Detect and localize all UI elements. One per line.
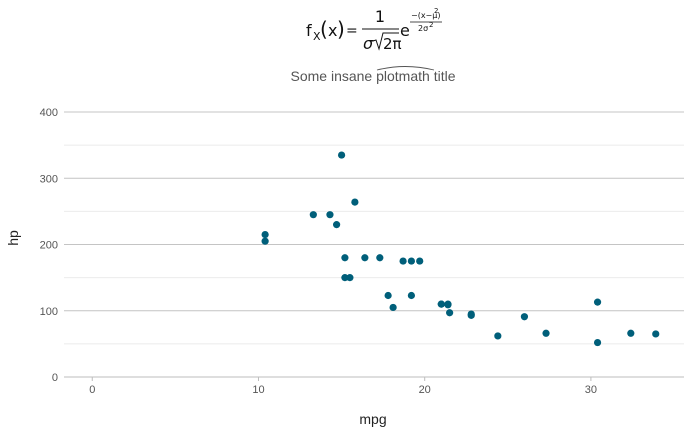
x-tick-label: 10 [252,384,264,396]
y-tick-label: 0 [52,372,58,384]
y-axis-title: hp [5,230,21,246]
y-tick-label: 200 [40,240,58,252]
x-axis-ticks: 0 10 20 30 [89,377,597,396]
formula-exp-denominator-power: 2 [429,21,433,29]
data-point [309,211,317,219]
y-tick-label: 400 [40,107,58,119]
formula-exp-base: e [400,21,410,40]
data-points [261,151,660,347]
data-point [593,338,602,347]
grid-major [64,111,684,312]
formula-denominator-sigma: σ [363,34,374,53]
data-point [326,211,334,219]
data-point [416,257,424,265]
formula-sqrt-sign [372,32,399,51]
data-point [652,330,660,338]
data-point [467,310,475,318]
x-tick-label: 20 [419,384,431,396]
x-axis-title: mpg [359,411,386,427]
formula-close-paren: ) [337,17,345,41]
data-point [444,301,452,309]
data-point [494,332,502,340]
formula-denominator-root: 2π [383,35,402,53]
formula-equals: = [346,23,358,39]
data-point [351,198,359,206]
chart-title-suffix: title [430,68,456,84]
data-point [361,254,369,262]
y-tick-label: 300 [40,173,58,185]
data-point [341,274,349,282]
data-point [399,257,407,265]
data-point [437,300,445,308]
formula-lhs-subscript: X [313,30,321,43]
data-point [520,313,529,321]
data-point [407,257,415,265]
formula-exp-numerator: −(x−μ) [411,11,440,20]
data-point [542,329,550,337]
chart-title: Some insane plotmath title [291,68,456,84]
grid-minor [64,144,684,345]
data-point [337,151,346,159]
formula-numerator: 1 [375,7,385,26]
data-point [627,329,635,337]
data-point [446,309,454,317]
title-wide-hat-accent [376,66,435,71]
data-point [333,221,341,229]
chart-formula: f X ( x ) = 1 σ 2π e −(x−μ) 2 2σ 2 [306,7,442,53]
data-point [376,254,384,262]
data-point [341,254,349,262]
formula-exp-numerator-power: 2 [434,7,438,15]
data-point [384,291,392,300]
data-point [261,237,269,245]
data-point [261,230,269,239]
x-tick-label: 0 [89,384,95,396]
x-tick-label: 30 [585,384,597,396]
data-point [389,303,397,312]
formula-lhs-f: f [306,21,312,40]
formula-open-paren: ( [320,17,328,41]
data-point [346,274,354,282]
data-point [593,298,602,306]
y-axis-ticks: 0 100 200 300 400 [40,107,58,384]
y-tick-label: 100 [40,306,58,318]
data-point [407,291,415,300]
formula-lhs-arg: x [328,21,337,40]
chart-title-prefix: Some insane [291,68,377,84]
formula-exp-denominator: 2σ [418,24,428,33]
chart-title-accent: plotmath [376,68,430,84]
